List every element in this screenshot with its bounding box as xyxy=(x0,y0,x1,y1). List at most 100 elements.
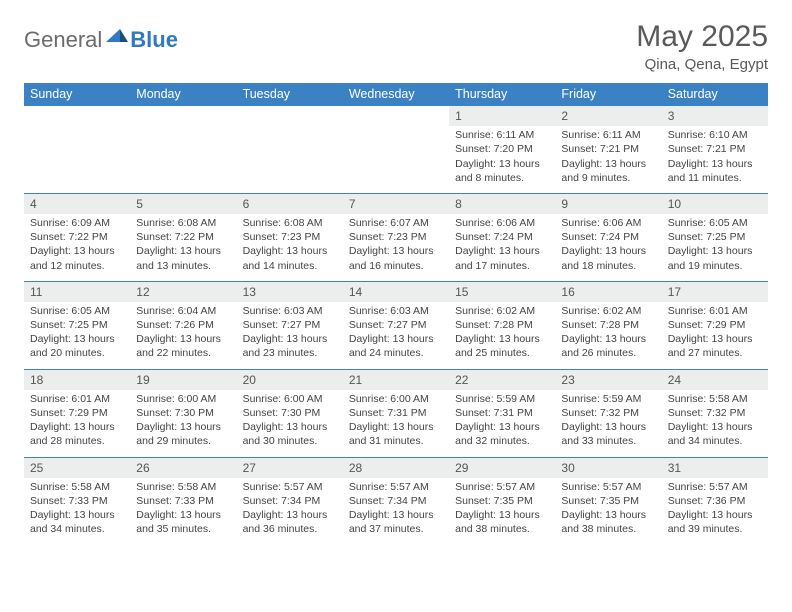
daylight-text: Daylight: 13 hours and 34 minutes. xyxy=(668,420,762,448)
day-data-cell: Sunrise: 6:08 AMSunset: 7:22 PMDaylight:… xyxy=(130,214,236,281)
day-data-cell: Sunrise: 6:11 AMSunset: 7:20 PMDaylight:… xyxy=(449,126,555,193)
day-data-cell: Sunrise: 6:05 AMSunset: 7:25 PMDaylight:… xyxy=(24,302,130,369)
sunrise-text: Sunrise: 5:57 AM xyxy=(668,480,762,494)
logo-text-general: General xyxy=(24,27,102,53)
month-title: May 2025 xyxy=(636,20,768,54)
logo-triangle-icon xyxy=(106,26,128,47)
day-number-cell: 3 xyxy=(662,106,768,127)
day-number-cell: 23 xyxy=(555,369,661,390)
header: General Blue May 2025 Qina, Qena, Egypt xyxy=(24,20,768,73)
sunrise-text: Sunrise: 6:08 AM xyxy=(243,216,337,230)
day-data-cell: Sunrise: 6:08 AMSunset: 7:23 PMDaylight:… xyxy=(237,214,343,281)
day-number-cell xyxy=(343,106,449,127)
day-data-row: Sunrise: 6:05 AMSunset: 7:25 PMDaylight:… xyxy=(24,302,768,369)
sunrise-text: Sunrise: 6:04 AM xyxy=(136,304,230,318)
logo-text-blue: Blue xyxy=(130,27,178,53)
sunset-text: Sunset: 7:23 PM xyxy=(349,230,443,244)
sunrise-text: Sunrise: 6:03 AM xyxy=(349,304,443,318)
day-data-cell: Sunrise: 6:00 AMSunset: 7:31 PMDaylight:… xyxy=(343,390,449,457)
sunrise-text: Sunrise: 5:58 AM xyxy=(136,480,230,494)
day-data-cell: Sunrise: 6:03 AMSunset: 7:27 PMDaylight:… xyxy=(343,302,449,369)
day-data-cell: Sunrise: 6:01 AMSunset: 7:29 PMDaylight:… xyxy=(662,302,768,369)
day-data-cell: Sunrise: 5:58 AMSunset: 7:32 PMDaylight:… xyxy=(662,390,768,457)
day-header: Saturday xyxy=(662,83,768,106)
day-data-cell xyxy=(24,126,130,193)
sunrise-text: Sunrise: 5:57 AM xyxy=(561,480,655,494)
daylight-text: Daylight: 13 hours and 35 minutes. xyxy=(136,508,230,536)
day-number-cell xyxy=(237,106,343,127)
day-data-row: Sunrise: 6:01 AMSunset: 7:29 PMDaylight:… xyxy=(24,390,768,457)
daylight-text: Daylight: 13 hours and 12 minutes. xyxy=(30,244,124,272)
sunrise-text: Sunrise: 6:02 AM xyxy=(455,304,549,318)
day-number-cell: 17 xyxy=(662,281,768,302)
day-number-cell: 27 xyxy=(237,457,343,478)
day-header: Monday xyxy=(130,83,236,106)
sunrise-text: Sunrise: 6:07 AM xyxy=(349,216,443,230)
sunrise-text: Sunrise: 6:00 AM xyxy=(349,392,443,406)
sunrise-text: Sunrise: 6:06 AM xyxy=(455,216,549,230)
day-data-cell: Sunrise: 5:58 AMSunset: 7:33 PMDaylight:… xyxy=(130,478,236,545)
daylight-text: Daylight: 13 hours and 34 minutes. xyxy=(30,508,124,536)
day-number-row: 11121314151617 xyxy=(24,281,768,302)
sunrise-text: Sunrise: 6:10 AM xyxy=(668,128,762,142)
day-number-cell: 24 xyxy=(662,369,768,390)
sunrise-text: Sunrise: 6:01 AM xyxy=(668,304,762,318)
day-number-cell: 29 xyxy=(449,457,555,478)
day-number-cell: 7 xyxy=(343,193,449,214)
sunrise-text: Sunrise: 6:01 AM xyxy=(30,392,124,406)
sunrise-text: Sunrise: 6:00 AM xyxy=(243,392,337,406)
day-number-cell: 13 xyxy=(237,281,343,302)
day-header: Thursday xyxy=(449,83,555,106)
day-number-cell: 31 xyxy=(662,457,768,478)
sunset-text: Sunset: 7:35 PM xyxy=(561,494,655,508)
sunrise-text: Sunrise: 5:58 AM xyxy=(30,480,124,494)
day-number-cell: 28 xyxy=(343,457,449,478)
daylight-text: Daylight: 13 hours and 13 minutes. xyxy=(136,244,230,272)
sunset-text: Sunset: 7:28 PM xyxy=(455,318,549,332)
day-header: Tuesday xyxy=(237,83,343,106)
sunset-text: Sunset: 7:20 PM xyxy=(455,142,549,156)
day-data-row: Sunrise: 5:58 AMSunset: 7:33 PMDaylight:… xyxy=(24,478,768,545)
sunset-text: Sunset: 7:34 PM xyxy=(243,494,337,508)
sunset-text: Sunset: 7:29 PM xyxy=(30,406,124,420)
day-number-cell: 2 xyxy=(555,106,661,127)
day-number-cell: 25 xyxy=(24,457,130,478)
sunrise-text: Sunrise: 6:05 AM xyxy=(30,304,124,318)
daylight-text: Daylight: 13 hours and 18 minutes. xyxy=(561,244,655,272)
day-number-cell: 8 xyxy=(449,193,555,214)
sunset-text: Sunset: 7:34 PM xyxy=(349,494,443,508)
day-number-cell: 4 xyxy=(24,193,130,214)
day-number-cell: 1 xyxy=(449,106,555,127)
sunset-text: Sunset: 7:28 PM xyxy=(561,318,655,332)
sunrise-text: Sunrise: 6:09 AM xyxy=(30,216,124,230)
location-text: Qina, Qena, Egypt xyxy=(636,56,768,73)
daylight-text: Daylight: 13 hours and 31 minutes. xyxy=(349,420,443,448)
daylight-text: Daylight: 13 hours and 32 minutes. xyxy=(455,420,549,448)
day-data-cell: Sunrise: 5:57 AMSunset: 7:34 PMDaylight:… xyxy=(343,478,449,545)
daylight-text: Daylight: 13 hours and 11 minutes. xyxy=(668,157,762,185)
sunset-text: Sunset: 7:22 PM xyxy=(30,230,124,244)
day-number-cell: 14 xyxy=(343,281,449,302)
day-data-cell: Sunrise: 6:06 AMSunset: 7:24 PMDaylight:… xyxy=(555,214,661,281)
day-data-cell: Sunrise: 6:09 AMSunset: 7:22 PMDaylight:… xyxy=(24,214,130,281)
day-data-cell: Sunrise: 6:02 AMSunset: 7:28 PMDaylight:… xyxy=(449,302,555,369)
day-data-row: Sunrise: 6:09 AMSunset: 7:22 PMDaylight:… xyxy=(24,214,768,281)
daylight-text: Daylight: 13 hours and 25 minutes. xyxy=(455,332,549,360)
daylight-text: Daylight: 13 hours and 30 minutes. xyxy=(243,420,337,448)
day-number-cell: 18 xyxy=(24,369,130,390)
sunrise-text: Sunrise: 6:11 AM xyxy=(455,128,549,142)
daylight-text: Daylight: 13 hours and 29 minutes. xyxy=(136,420,230,448)
day-data-cell: Sunrise: 5:57 AMSunset: 7:35 PMDaylight:… xyxy=(449,478,555,545)
day-number-cell: 26 xyxy=(130,457,236,478)
sunset-text: Sunset: 7:33 PM xyxy=(30,494,124,508)
daylight-text: Daylight: 13 hours and 28 minutes. xyxy=(30,420,124,448)
sunset-text: Sunset: 7:25 PM xyxy=(668,230,762,244)
day-number-cell: 30 xyxy=(555,457,661,478)
sunrise-text: Sunrise: 5:59 AM xyxy=(455,392,549,406)
day-header: Sunday xyxy=(24,83,130,106)
sunset-text: Sunset: 7:29 PM xyxy=(668,318,762,332)
sunset-text: Sunset: 7:31 PM xyxy=(455,406,549,420)
day-data-cell: Sunrise: 6:00 AMSunset: 7:30 PMDaylight:… xyxy=(130,390,236,457)
title-block: May 2025 Qina, Qena, Egypt xyxy=(636,20,768,73)
day-number-cell xyxy=(130,106,236,127)
